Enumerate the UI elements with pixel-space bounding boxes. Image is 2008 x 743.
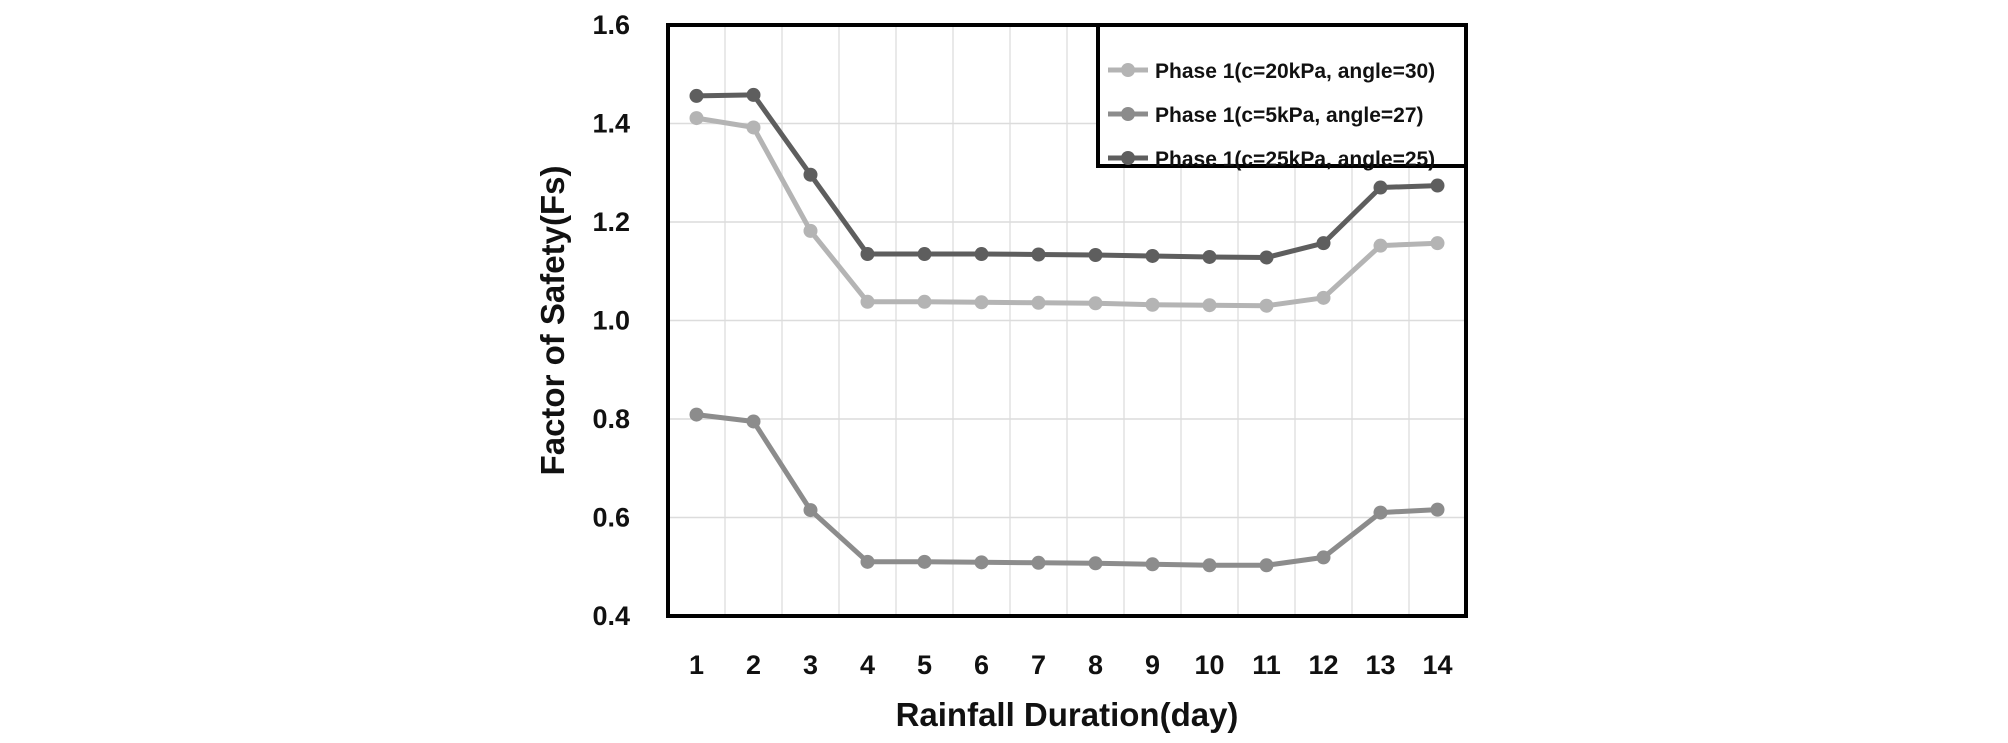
- data-point: [974, 295, 989, 310]
- data-point: [1202, 558, 1217, 573]
- legend-swatch-marker: [1121, 151, 1135, 165]
- y-tick-label: 0.4: [592, 601, 630, 631]
- data-point: [803, 167, 818, 182]
- data-point: [860, 247, 875, 262]
- series-2: [689, 407, 1445, 573]
- y-tick-label: 1.0: [592, 306, 630, 336]
- x-tick-label: 3: [803, 650, 818, 680]
- data-point: [689, 407, 704, 422]
- data-point: [917, 554, 932, 569]
- data-point: [1259, 558, 1274, 573]
- x-tick-label: 11: [1252, 650, 1281, 680]
- data-point: [689, 88, 704, 103]
- data-point: [917, 294, 932, 309]
- data-point: [1259, 250, 1274, 265]
- data-point: [1316, 236, 1331, 251]
- data-point: [1316, 290, 1331, 305]
- y-tick-label: 1.4: [592, 109, 630, 139]
- series-3: [689, 87, 1445, 265]
- series-line: [696, 412, 1438, 568]
- data-point: [803, 223, 818, 238]
- data-point: [1145, 297, 1160, 312]
- x-tick-label: 6: [974, 650, 989, 680]
- data-point: [860, 294, 875, 309]
- legend-swatch-marker: [1121, 107, 1135, 121]
- data-point: [1430, 502, 1445, 517]
- data-point: [1430, 236, 1445, 251]
- data-point: [1145, 248, 1160, 263]
- x-tick-label: 12: [1308, 650, 1338, 680]
- series-1: [689, 111, 1445, 313]
- data-point: [1088, 556, 1103, 571]
- legend-items: Phase 1(c=20kPa, angle=30) Phase 1(c=5kPa…: [1108, 60, 1435, 171]
- data-point: [974, 247, 989, 262]
- data-point: [1202, 298, 1217, 313]
- data-point: [1259, 298, 1274, 313]
- series-line: [696, 92, 1438, 260]
- data-point: [1373, 180, 1388, 195]
- data-point: [1088, 247, 1103, 262]
- series-line: [696, 115, 1438, 309]
- data-point: [1031, 247, 1046, 262]
- legend-label: Phase 1(c=25kPa, angle=25): [1155, 148, 1435, 171]
- x-tick-label: 7: [1031, 650, 1046, 680]
- data-point: [1031, 555, 1046, 570]
- x-tick-label: 8: [1088, 650, 1103, 680]
- y-tick-label: 0.6: [592, 503, 630, 533]
- data-point: [746, 414, 761, 429]
- data-point: [974, 555, 989, 570]
- x-tick-label: 10: [1194, 650, 1224, 680]
- data-point: [1373, 505, 1388, 520]
- data-point: [1145, 557, 1160, 572]
- legend: Phase 1(c=20kPa, angle=30) Phase 1(c=5kPa…: [1096, 23, 1468, 171]
- x-tick-label: 4: [860, 650, 875, 680]
- x-axis-title: Rainfall Duration(day): [896, 696, 1239, 733]
- x-tick-label: 13: [1365, 650, 1395, 680]
- legend-label: Phase 1(c=5kPa, angle=27): [1155, 104, 1424, 127]
- data-point: [1316, 550, 1331, 565]
- legend-entry: Phase 1(c=25kPa, angle=25): [1108, 148, 1435, 171]
- y-tick-label: 1.2: [592, 207, 630, 237]
- x-axis-ticks: 1 2 3 4 5 6 7 8 9 10 11 12 13 14: [689, 650, 1453, 680]
- data-point: [803, 503, 818, 518]
- data-point: [860, 554, 875, 569]
- data-point: [746, 87, 761, 102]
- legend-entry: Phase 1(c=5kPa, angle=27): [1108, 104, 1424, 127]
- legend-swatch-marker: [1121, 63, 1135, 77]
- data-point: [1430, 178, 1445, 193]
- x-tick-label: 2: [746, 650, 761, 680]
- data-point: [746, 120, 761, 135]
- data-point: [917, 247, 932, 262]
- series-group: [689, 87, 1445, 573]
- x-tick-label: 1: [689, 650, 704, 680]
- data-point: [689, 111, 704, 126]
- y-tick-label: 0.8: [592, 404, 630, 434]
- legend-box: [1096, 23, 1468, 168]
- data-point: [1088, 296, 1103, 311]
- plot-frame: [666, 23, 1468, 618]
- legend-entry: Phase 1(c=20kPa, angle=30): [1108, 60, 1435, 83]
- data-point: [1031, 295, 1046, 310]
- data-point: [1373, 238, 1388, 253]
- x-tick-label: 9: [1145, 650, 1160, 680]
- x-tick-label: 14: [1422, 650, 1452, 680]
- y-tick-label: 1.6: [592, 10, 630, 40]
- y-axis-title: Factor of Safety(Fs): [534, 166, 571, 476]
- y-axis-ticks: 0.4 0.6 0.8 1.0 1.2 1.4 1.6: [592, 10, 630, 631]
- x-tick-label: 5: [917, 650, 932, 680]
- legend-label: Phase 1(c=20kPa, angle=30): [1155, 60, 1435, 83]
- data-point: [1202, 249, 1217, 264]
